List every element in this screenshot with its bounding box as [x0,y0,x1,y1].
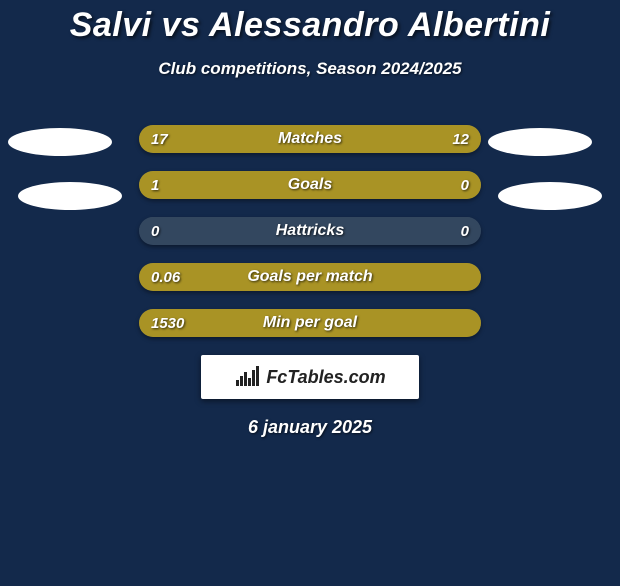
stat-row: Hattricks0 0 [139,217,481,245]
avatar [18,182,122,210]
stat-value-right: 12 [452,125,469,153]
stat-value-left: 0.06 [151,263,180,291]
stat-value-right: 0 [461,171,469,199]
brand-text: FcTables.com [266,367,385,388]
stats-container: Matches1712Goals10Hattricks00Goals per m… [0,125,620,337]
page-title: Salvi vs Alessandro Albertini [0,6,620,45]
stat-value-left: 17 [151,125,168,153]
page-date: 6 january 2025 [0,417,620,438]
avatar [488,128,592,156]
stat-row: Min per goal1530 [139,309,481,337]
stat-value-left: 1 [151,171,159,199]
bars-icon [234,366,260,388]
stat-label: Goals per match [139,263,481,291]
avatar [8,128,112,156]
stat-row: Goals per match0.06 [139,263,481,291]
avatar [498,182,602,210]
stat-label: Min per goal [139,309,481,337]
page-subtitle: Club competitions, Season 2024/2025 [0,59,620,79]
stat-value-left: 0 [151,217,159,245]
stat-row: Goals1 0 [139,171,481,199]
stat-label: Matches [139,125,481,153]
stat-value-left: 1530 [151,309,184,337]
stat-label: Hattricks [139,217,481,245]
stat-row: Matches17 12 [139,125,481,153]
stat-label: Goals [139,171,481,199]
stat-value-right: 0 [461,217,469,245]
brand-logo-box: FcTables.com [201,355,419,399]
